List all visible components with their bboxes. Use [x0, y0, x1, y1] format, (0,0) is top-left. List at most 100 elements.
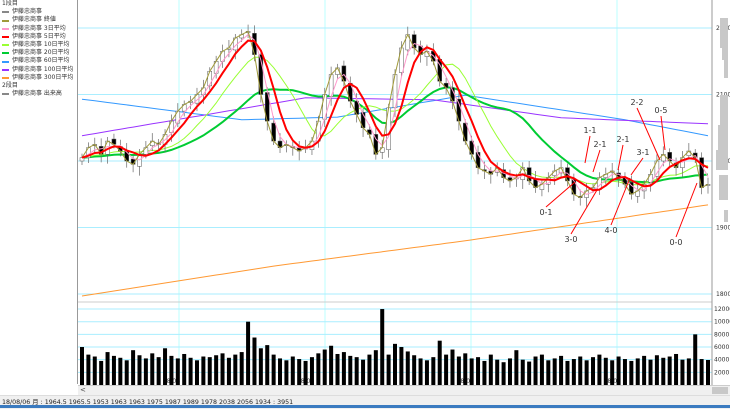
- annotation-pointer: [610, 177, 631, 226]
- volume-bar: [226, 357, 231, 385]
- legend-swatch: [2, 76, 9, 79]
- volume-bar: [361, 359, 366, 385]
- volume-bar: [163, 348, 168, 385]
- legend-swatch: [2, 52, 9, 55]
- volume-bar: [476, 357, 481, 385]
- volume-bar: [444, 354, 449, 385]
- volume-bar: [667, 356, 672, 385]
- volume-bar: [290, 356, 295, 385]
- volume-bar: [629, 360, 634, 385]
- volume-bar: [552, 358, 557, 385]
- volume-bar: [405, 351, 410, 385]
- legend-item[interactable]: 伊藤忠商事 100日平均: [0, 66, 77, 74]
- candle-body: [379, 147, 385, 153]
- legend-item[interactable]: 伊藤忠商事 300日平均: [0, 74, 77, 82]
- legend-item[interactable]: 伊藤忠商事 20日平均: [0, 49, 77, 57]
- volume-bar: [86, 354, 91, 385]
- legend-panel2-header: 2段目: [2, 82, 18, 90]
- volume-bar: [341, 352, 346, 385]
- volume-bar: [610, 360, 615, 385]
- annotation-label: 2-1: [593, 140, 606, 149]
- legend-label: 伊藤忠商事 出来高: [12, 90, 62, 98]
- annotation-label: 2-2: [630, 98, 643, 107]
- volume-bar: [565, 360, 570, 385]
- volume-bar: [674, 353, 679, 385]
- price-volume-bar: [720, 95, 728, 125]
- volume-bar: [386, 354, 391, 385]
- legend-item-volume[interactable]: 伊藤忠商事 出来高: [0, 90, 77, 98]
- volume-bar: [316, 353, 321, 385]
- annotation-label: 2-1: [616, 135, 629, 144]
- volume-bar: [495, 359, 500, 385]
- volume-bar: [648, 359, 653, 385]
- volume-bar: [507, 358, 512, 385]
- volume-bar: [693, 334, 698, 385]
- ma3-line: [81, 33, 709, 195]
- price-volume-bar: [719, 175, 728, 200]
- annotation-label: 0-5: [654, 106, 667, 115]
- annotation-label: 0-1: [539, 208, 552, 217]
- legend-item[interactable]: 伊藤忠商事 3日平均: [0, 25, 77, 33]
- volume-bar: [284, 360, 289, 385]
- legend-swatch: [2, 44, 9, 47]
- price-volume-bar: [716, 150, 728, 170]
- volume-bar: [182, 353, 187, 385]
- annotation-label: 1-1: [583, 126, 596, 135]
- volume-bar: [322, 349, 327, 385]
- volume-bar: [559, 355, 564, 385]
- ma300-line: [81, 204, 709, 297]
- legend-item[interactable]: 伊藤忠商事 60日平均: [0, 57, 77, 65]
- legend-label: 伊藤忠商事 5日平均: [12, 32, 66, 40]
- legend-item[interactable]: 伊藤忠商事 10日平均: [0, 41, 77, 49]
- plot-background: [78, 0, 712, 385]
- price-volume-bar: [722, 40, 728, 60]
- price-tick-label: 1900: [716, 225, 730, 232]
- volume-bar: [654, 355, 659, 385]
- volume-tick-label: 10000: [714, 319, 730, 326]
- legend-label: 伊藤忠商事 終値: [12, 16, 56, 24]
- stock-chart[interactable]: 1800190020002100220020004000600080001000…: [78, 0, 730, 385]
- annotation-pointer: [570, 189, 598, 235]
- volume-bar: [354, 357, 359, 385]
- legend-swatch: [2, 11, 9, 14]
- volume-bar: [661, 357, 666, 385]
- legend-swatch: [2, 93, 9, 96]
- legend-item[interactable]: 伊藤忠商事: [0, 8, 77, 16]
- legend-item[interactable]: 伊藤忠商事 5日平均: [0, 33, 77, 41]
- scroll-left-arrow-icon[interactable]: <: [80, 386, 86, 394]
- annotation-pointer: [660, 115, 666, 151]
- legend-item[interactable]: 伊藤忠商事 終値: [0, 16, 77, 24]
- volume-tick-label: 6000: [714, 344, 729, 351]
- volume-bar: [118, 357, 123, 385]
- window-bottom-border: [0, 405, 730, 408]
- annotation-pointer: [592, 149, 601, 173]
- volume-bar: [233, 354, 238, 385]
- volume-bar: [169, 355, 174, 385]
- legend-label: 伊藤忠商事 10日平均: [12, 41, 70, 49]
- scrollbar-thumb[interactable]: [712, 387, 728, 394]
- horizontal-scrollbar[interactable]: <: [78, 385, 730, 395]
- volume-bar: [373, 350, 378, 385]
- volume-bar: [622, 359, 627, 385]
- volume-bar: [105, 352, 110, 385]
- volume-bar: [175, 358, 180, 385]
- volume-bar: [297, 359, 302, 385]
- volume-bar: [431, 357, 436, 385]
- volume-bar: [680, 359, 685, 385]
- price-tick-label: 1800: [716, 291, 730, 298]
- volume-bar: [399, 347, 404, 385]
- volume-bar: [303, 360, 308, 385]
- volume-bar: [546, 360, 551, 385]
- ma5-line: [81, 39, 709, 192]
- legend-label: 伊藤忠商事 300日平均: [12, 73, 74, 81]
- volume-tick-label: 4000: [714, 357, 729, 364]
- price-volume-bar: [718, 125, 728, 150]
- annotation-pointer: [636, 107, 661, 161]
- volume-bar: [488, 354, 493, 385]
- volume-bar: [309, 357, 314, 385]
- volume-bar: [367, 354, 372, 385]
- volume-tick-label: 8000: [714, 331, 729, 338]
- volume-bar: [418, 358, 423, 385]
- legend-label: 伊藤忠商事 100日平均: [12, 65, 74, 73]
- legend-label: 伊藤忠商事: [12, 8, 43, 16]
